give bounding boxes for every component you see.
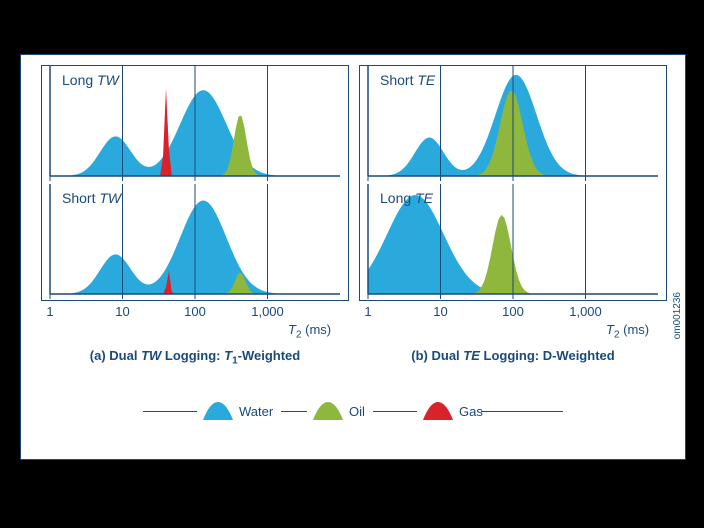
caption-a: (a) Dual TW Logging: T1-Weighted xyxy=(42,348,348,367)
gas-swatch-icon xyxy=(423,402,453,420)
x-tick: 100 xyxy=(502,304,524,319)
x-tick: 10 xyxy=(115,304,129,319)
legend-rule xyxy=(481,411,563,412)
panel-label: Long TW xyxy=(62,72,119,88)
panel-b-top: Short TE xyxy=(360,66,666,176)
panel-a-top: Long TW xyxy=(42,66,348,176)
water-swatch-icon xyxy=(203,402,233,420)
legend-rule xyxy=(143,411,197,412)
figure: Long TW Short TW 1 10 100 1,000 T2 (ms) (a) Dua… xyxy=(20,54,686,460)
x-tick: 1,000 xyxy=(251,304,284,319)
x-tick: 1 xyxy=(46,304,53,319)
legend-label: Oil xyxy=(349,404,365,419)
legend-item-gas: Gas xyxy=(423,402,483,420)
x-axis-label: T2 (ms) xyxy=(606,322,649,341)
panel-b-bot: Long TE xyxy=(360,184,666,294)
legend-rule xyxy=(373,411,417,412)
figure-code: om001236 xyxy=(672,292,683,339)
caption-b: (b) Dual TE Logging: D-Weighted xyxy=(360,348,666,363)
legend-label: Gas xyxy=(459,404,483,419)
x-tick: 10 xyxy=(433,304,447,319)
legend-rule xyxy=(281,411,307,412)
oil-swatch-icon xyxy=(313,402,343,420)
panel-label: Short TE xyxy=(380,72,435,88)
x-tick: 1,000 xyxy=(569,304,602,319)
x-tick: 100 xyxy=(184,304,206,319)
legend-item-oil: Oil xyxy=(313,402,365,420)
legend-item-water: Water xyxy=(203,402,273,420)
panel-label: Long TE xyxy=(380,190,433,206)
x-tick: 1 xyxy=(364,304,371,319)
panel-group-b: Short TELong TE1101001,000T2 (ms)(b) Dua… xyxy=(359,65,667,301)
legend-label: Water xyxy=(239,404,273,419)
panel-label: Short TW xyxy=(62,190,121,206)
panel-group-a: Long TWShort TW1101001,000T2 (ms)(a) Dua… xyxy=(41,65,349,301)
panel-a-bot: Short TW xyxy=(42,184,348,294)
legend: Water Oil Gas xyxy=(21,399,685,439)
x-axis-label: T2 (ms) xyxy=(288,322,331,341)
